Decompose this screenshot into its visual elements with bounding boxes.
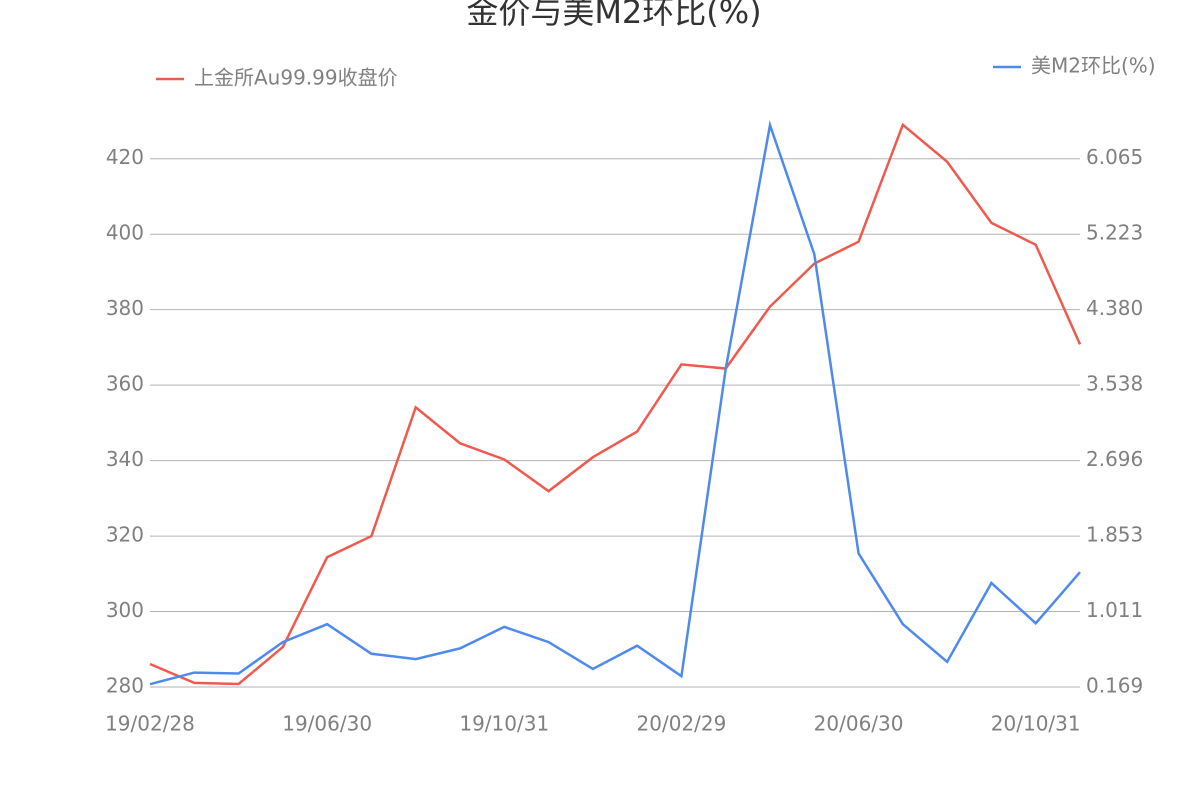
y-tick-label: 360 bbox=[106, 372, 144, 396]
x-tick-label: 20/10/31 bbox=[991, 712, 1081, 736]
legend-label: 上金所Au99.99收盘价 bbox=[194, 66, 398, 90]
series-line bbox=[149, 122, 1082, 686]
y2-tick-label: 5.223 bbox=[1086, 221, 1143, 245]
x-tick-label: 20/02/29 bbox=[637, 712, 727, 736]
y-tick-label: 380 bbox=[106, 296, 144, 320]
x-tick-label: 20/06/30 bbox=[814, 712, 904, 736]
legend-label: 美M2环比(%) bbox=[1031, 54, 1156, 78]
y-tick-label: 420 bbox=[106, 145, 144, 169]
series-line bbox=[149, 120, 1081, 686]
y-tick-label: 280 bbox=[106, 674, 144, 698]
x-tick-label: 19/10/31 bbox=[459, 712, 549, 736]
x-tick-label: 19/06/30 bbox=[282, 712, 372, 736]
y-tick-label: 320 bbox=[106, 523, 144, 547]
y2-tick-label: 1.853 bbox=[1086, 523, 1143, 547]
y2-tick-label: 1.011 bbox=[1086, 598, 1143, 622]
chart-title: 金价与美M2环比(%) bbox=[466, 0, 761, 31]
y-tick-label: 300 bbox=[106, 598, 144, 622]
y2-tick-label: 3.538 bbox=[1086, 372, 1143, 396]
y-tick-label: 400 bbox=[106, 221, 144, 245]
y2-tick-label: 6.065 bbox=[1086, 145, 1143, 169]
y2-tick-label: 0.169 bbox=[1086, 674, 1143, 698]
x-tick-label: 19/02/28 bbox=[105, 712, 195, 736]
y2-tick-label: 2.696 bbox=[1086, 447, 1143, 471]
y-tick-label: 340 bbox=[106, 447, 144, 471]
y2-tick-label: 4.380 bbox=[1086, 296, 1143, 320]
